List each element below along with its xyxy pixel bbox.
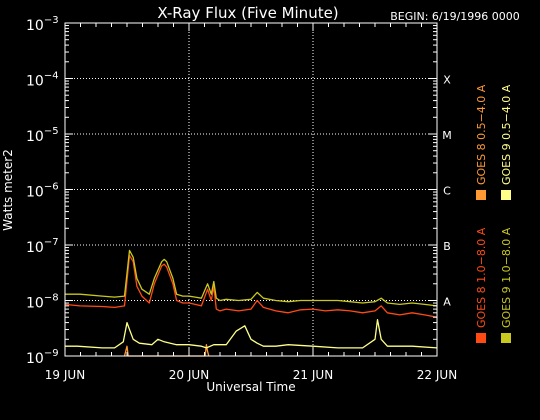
x-tick-label: 19 JUN	[45, 368, 85, 382]
x-tick-label: 20 JUN	[169, 368, 209, 382]
flare-class-label: M	[442, 129, 452, 142]
legend-swatch-2	[476, 190, 486, 200]
legend: GOES 8 1.0−8.0 A GOES 8 0.5−4.0 A GOES 9 1…	[475, 84, 513, 343]
y-tick-base: 10	[26, 296, 44, 312]
x-tick-label: 22 JUN	[417, 368, 457, 382]
legend-swatch-1	[476, 333, 486, 343]
y-tick-base: 10	[26, 74, 44, 90]
begin-date-label: BEGIN: 6/19/1996 0000	[390, 10, 520, 23]
y-tick-exponent: −9	[44, 348, 59, 359]
flare-class-label: A	[443, 296, 451, 309]
data-series	[64, 249, 438, 357]
legend-label-4: GOES 9 1.0−8.0 A	[500, 227, 513, 328]
flare-class-label: C	[443, 185, 451, 198]
y-tick-base: 10	[26, 129, 44, 145]
y-axis-label: Watts meter2	[1, 149, 15, 231]
y-tick-base: 10	[26, 351, 44, 367]
y-tick-base: 10	[26, 18, 44, 34]
y-tick-exponent: −5	[44, 126, 59, 137]
y-tick-label: 10−9	[26, 348, 59, 367]
series-line-1	[64, 254, 438, 318]
y-tick-exponent: −6	[44, 182, 59, 193]
legend-swatch-4	[501, 333, 511, 343]
x-tick-label: 21 JUN	[293, 368, 333, 382]
axis-ticks	[64, 22, 438, 357]
x-axis-label: Universal Time	[206, 380, 295, 394]
grid-lines	[65, 23, 437, 356]
series-line-3	[65, 319, 438, 349]
y-tick-label: 10−8	[26, 293, 59, 312]
flare-class-labels: A B C M X	[442, 74, 452, 309]
legend-label-3: GOES 9 0.5−4.0 A	[500, 84, 513, 185]
y-tick-label: 10−7	[26, 237, 59, 256]
legend-label-2: GOES 8 0.5−4.0 A	[475, 84, 488, 185]
y-tick-labels: 10−910−810−710−610−510−410−3	[26, 15, 59, 367]
y-tick-label: 10−3	[26, 15, 59, 34]
y-tick-exponent: −7	[44, 237, 59, 248]
y-tick-base: 10	[26, 240, 44, 256]
y-tick-label: 10−4	[26, 71, 59, 90]
x-tick-labels: 19 JUN 20 JUN 21 JUN 22 JUN	[45, 368, 457, 382]
y-tick-exponent: −8	[44, 293, 59, 304]
flare-class-label: X	[443, 74, 451, 87]
legend-swatch-3	[501, 190, 511, 200]
y-tick-label: 10−5	[26, 126, 59, 145]
chart-title: X-Ray Flux (Five Minute)	[157, 4, 338, 22]
y-tick-exponent: −3	[44, 15, 59, 26]
legend-label-1: GOES 8 1.0−8.0 A	[475, 227, 488, 328]
y-tick-base: 10	[26, 185, 44, 201]
flare-class-label: B	[443, 240, 451, 253]
y-tick-exponent: −4	[44, 71, 59, 82]
series-line-4	[65, 249, 438, 307]
y-tick-label: 10−6	[26, 182, 59, 201]
